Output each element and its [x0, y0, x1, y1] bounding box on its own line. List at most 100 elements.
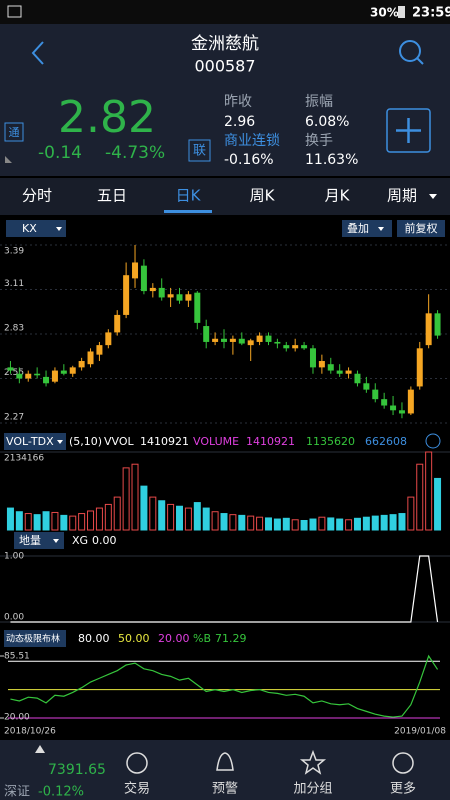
tab-active[interactable]: 日K [176, 187, 202, 205]
overlay: 叠加 [347, 222, 369, 235]
indicator: KX [22, 222, 37, 235]
volume-bar [131, 463, 139, 531]
candle-body [7, 367, 14, 371]
volume-bar [264, 517, 272, 531]
alert-icon[interactable] [216, 752, 234, 771]
stat-label: 振幅 [305, 94, 333, 110]
candle-body [132, 262, 139, 279]
back-button[interactable] [31, 41, 44, 65]
volume-bar [425, 451, 433, 531]
candle-body [51, 370, 58, 382]
volume-value: 1410921 [246, 435, 295, 448]
volume-bar [336, 518, 344, 531]
link-badge[interactable]: 联 [193, 144, 206, 159]
group-icon[interactable] [299, 749, 327, 775]
bpct-line [10, 654, 439, 718]
volume-bar [176, 505, 184, 531]
volume-bar [309, 518, 317, 531]
candle-body [194, 292, 201, 323]
volume-bar [211, 511, 219, 531]
volume-bar [104, 503, 112, 531]
volume-bar [318, 516, 326, 531]
tab[interactable]: 五日 [97, 187, 127, 205]
candle-body [398, 410, 405, 414]
bpct-lower: 20.00 [158, 632, 190, 645]
bpct-name: 动态极限布林 [6, 633, 60, 645]
nav-item[interactable]: 加分组 [293, 782, 332, 797]
settings-icon[interactable] [425, 433, 441, 449]
dropdown-arrow [57, 440, 63, 444]
candle-body [185, 294, 192, 301]
candle-body [301, 345, 308, 349]
volume-bar [362, 516, 370, 531]
change: -0.14 [38, 143, 82, 163]
stat-label: 昨收 [224, 94, 252, 110]
clock: 23:59 [412, 6, 450, 21]
candle-body [140, 265, 147, 292]
candle-body [123, 275, 130, 315]
volume-bar [60, 514, 68, 531]
volume-bar [6, 507, 14, 531]
add-button[interactable] [386, 108, 431, 153]
volume-bar [282, 517, 290, 531]
date-end: 2019/01/08 [394, 727, 446, 737]
vol-ma5: 1135620 [306, 435, 355, 448]
volume-bar [398, 513, 406, 531]
xg-select[interactable] [14, 532, 64, 549]
volume-bar [380, 514, 388, 531]
vol-select[interactable] [4, 433, 66, 450]
tab[interactable]: 周期 [387, 187, 417, 205]
link-badge-box[interactable] [188, 139, 211, 162]
xg-label: XG [72, 534, 88, 547]
stat-value: 11.63% [305, 152, 358, 168]
volume-bar [300, 519, 308, 531]
volume-bar [273, 518, 281, 531]
candle-body [176, 294, 183, 301]
candle-body [149, 287, 156, 292]
candle-body [309, 348, 316, 368]
change-pct: -4.73% [105, 143, 165, 163]
more-icon[interactable] [392, 752, 414, 774]
nav-item[interactable]: 预警 [212, 781, 238, 797]
vvol: 1410921 [140, 435, 189, 448]
adjust-button[interactable] [397, 220, 445, 237]
search-button[interactable] [399, 40, 421, 62]
volume-bar [389, 514, 397, 531]
vvol-label: VVOL [104, 435, 135, 448]
nav-item[interactable]: 交易 [124, 781, 150, 797]
tab[interactable]: 月K [325, 187, 351, 205]
volume-bar [434, 477, 442, 531]
xg-line [10, 555, 439, 623]
volume-bar [353, 517, 361, 531]
add-icon [396, 118, 421, 143]
volume-bar [69, 515, 77, 531]
candle-body [87, 351, 94, 365]
overlay-select[interactable] [342, 220, 392, 237]
tab[interactable]: 周K [250, 187, 276, 205]
nav-item[interactable]: 更多 [390, 781, 416, 797]
price: 2.82 [58, 92, 156, 143]
y-tick-label: 3.39 [4, 247, 24, 257]
candle-body [212, 338, 219, 342]
candle-body [43, 376, 50, 384]
index-name: 深证 [4, 785, 30, 800]
bpct-upper: 80.00 [78, 632, 110, 645]
dropdown-arrow [429, 194, 437, 199]
y-tick-label: 0.00 [4, 613, 24, 623]
indicator-select[interactable] [6, 220, 66, 237]
tab[interactable]: 分时 [22, 187, 52, 205]
volume-bar [122, 467, 130, 531]
volume-bar [78, 513, 86, 531]
battery-icon [398, 6, 405, 18]
candle-body [229, 338, 236, 342]
volume-bar [95, 507, 103, 531]
candle-body [238, 338, 245, 344]
sector-label[interactable]: 商业连锁 [224, 133, 280, 149]
index-change: -0.12% [38, 785, 84, 800]
volume-bar [229, 514, 237, 531]
y-tick-label: 2.55 [4, 368, 24, 378]
bpct-select[interactable] [4, 630, 66, 647]
trade-icon[interactable] [126, 752, 148, 774]
xg-name: 地量 [19, 534, 41, 547]
index-arrow [35, 745, 45, 753]
